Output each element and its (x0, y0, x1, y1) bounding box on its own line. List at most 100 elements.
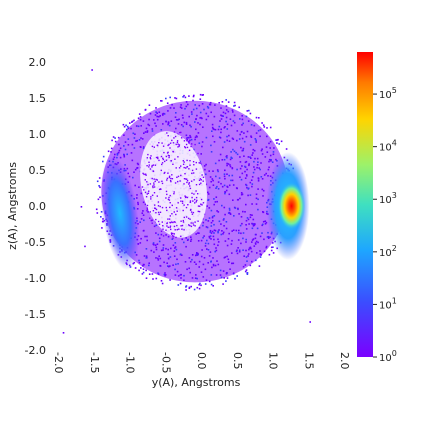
void-dot (165, 190, 168, 193)
void-dot (180, 235, 182, 237)
scatter-dot (247, 255, 249, 257)
scatter-dot (229, 213, 232, 215)
scatter-dot (195, 135, 198, 137)
void-dot (170, 160, 172, 162)
scatter-dot (257, 129, 260, 132)
scatter-dot (199, 123, 201, 126)
scatter-dot (127, 127, 130, 129)
void-dot (188, 142, 190, 144)
colorbar-tick-label: 105 (379, 86, 397, 101)
scatter-dot (245, 224, 247, 226)
scatter-dot (153, 119, 155, 121)
void-dot (191, 192, 193, 194)
void-dot (192, 172, 195, 174)
void-dot (151, 219, 154, 221)
scatter-dot (245, 115, 248, 118)
scatter-dot (217, 244, 219, 247)
scatter-dot (145, 257, 148, 259)
scatter-dot (257, 208, 259, 211)
scatter-dot (211, 216, 214, 219)
void-dot (151, 145, 154, 148)
void-dot (170, 177, 172, 180)
scatter-dot (165, 234, 167, 236)
scatter-dot (158, 255, 160, 257)
scatter-dot (167, 253, 169, 255)
scatter-dot (231, 137, 234, 140)
scatter-dot (195, 107, 198, 110)
scatter-dot (255, 132, 258, 134)
scatter-dot (246, 168, 248, 171)
scatter-dot (147, 123, 149, 126)
scatter-dot (262, 124, 265, 126)
void-dot (150, 198, 152, 200)
void-dot (148, 166, 150, 168)
scatter-dot (155, 224, 158, 227)
scatter-dot (240, 232, 242, 235)
void-dot (169, 194, 171, 197)
scatter-dot (255, 116, 258, 119)
scatter-dot (255, 240, 258, 243)
scatter-dot (225, 120, 227, 123)
scatter-dot (197, 253, 199, 256)
scatter-dot (270, 246, 273, 249)
scatter-dot (149, 112, 152, 115)
void-dot (175, 213, 177, 216)
void-dot (193, 193, 195, 195)
scatter-dot (242, 237, 244, 240)
scatter-dot (123, 155, 126, 158)
void-dot (146, 204, 149, 207)
void-dot (151, 177, 153, 180)
void-dot (169, 215, 171, 217)
scatter-dot (214, 128, 217, 131)
scatter-dot (225, 189, 228, 192)
scatter-dot (228, 211, 231, 214)
scatter-dot (245, 238, 247, 241)
scatter-dot (219, 137, 222, 139)
scatter-dot (116, 154, 119, 156)
scatter-dot (199, 98, 202, 100)
void-dot (144, 191, 147, 194)
scatter-dot (262, 220, 265, 223)
scatter-dot (261, 232, 263, 234)
scatter-dot (272, 153, 275, 156)
void-dot (185, 196, 187, 198)
scatter-dot (203, 257, 206, 259)
scatter-dot (214, 264, 217, 267)
void-dot (157, 220, 160, 223)
scatter-dot (233, 121, 236, 124)
scatter-dot (184, 107, 186, 110)
scatter-dot (205, 136, 208, 139)
scatter-dot (210, 225, 213, 227)
scatter-dot (255, 259, 257, 262)
scatter-dot (191, 113, 193, 115)
scatter-dot (227, 163, 230, 165)
scatter-dot (189, 136, 192, 139)
scatter-dot (126, 125, 129, 128)
scatter-dot (114, 137, 116, 139)
void-dot (188, 168, 190, 170)
void-dot (176, 141, 179, 144)
void-dot (198, 179, 201, 181)
scatter-dot (217, 188, 220, 190)
scatter-dot (228, 193, 231, 196)
scatter-dot (225, 99, 227, 101)
scatter-dot (100, 211, 103, 213)
void-dot (146, 208, 149, 211)
scatter-dot (197, 122, 199, 124)
scatter-dot (142, 230, 145, 232)
scatter-dot (217, 181, 220, 183)
scatter-dot (212, 264, 215, 267)
void-dot (182, 221, 185, 223)
scatter-dot (199, 111, 202, 114)
void-dot (148, 190, 150, 192)
scatter-dot (215, 249, 218, 252)
scatter-dot (202, 221, 205, 224)
void-dot (173, 193, 175, 195)
scatter-dot (267, 231, 269, 234)
void-dot (183, 183, 185, 185)
scatter-dot (231, 167, 234, 170)
scatter-dot (239, 197, 241, 200)
scatter-dot (257, 178, 260, 180)
y-tick-label: 1.5 (29, 92, 47, 105)
void-dot (166, 193, 168, 196)
